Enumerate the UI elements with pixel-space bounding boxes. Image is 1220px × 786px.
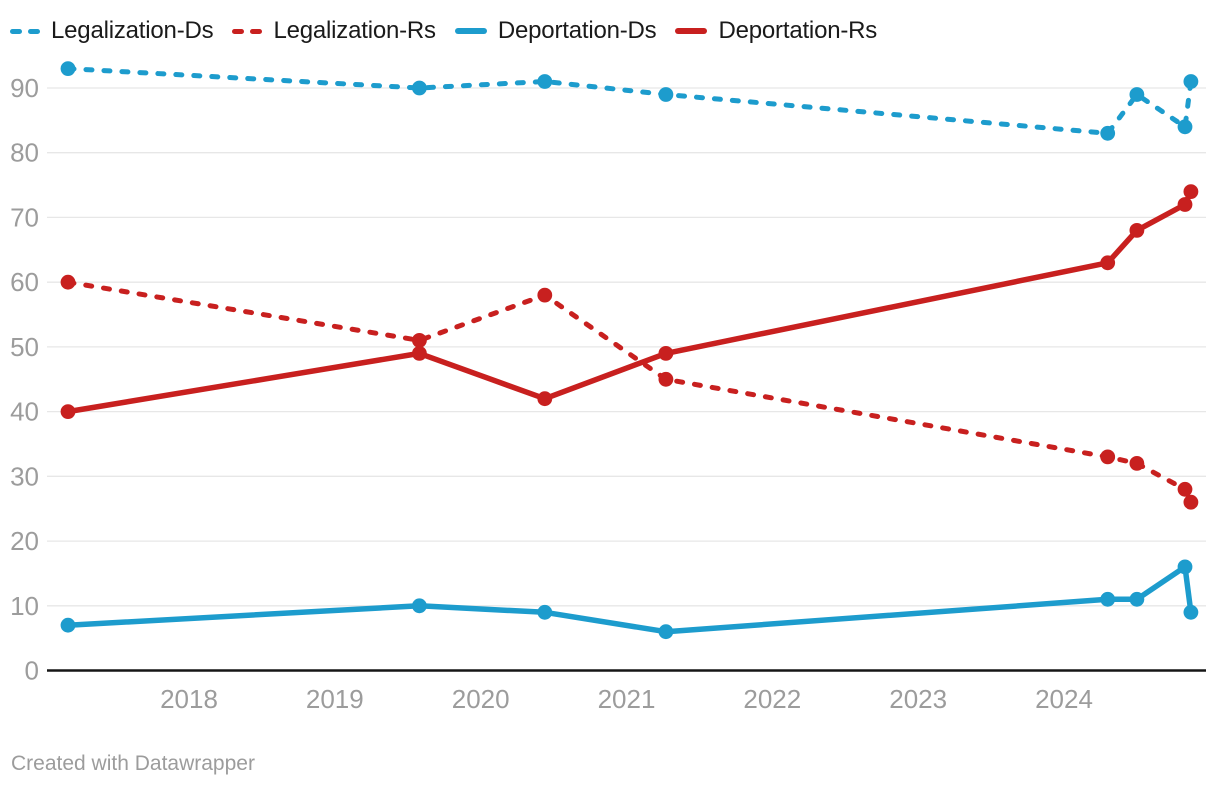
x-tick-label: 2019 [306, 684, 364, 714]
data-point [1129, 591, 1145, 607]
data-point [1177, 119, 1193, 135]
chart-footer: Created with Datawrapper [11, 752, 255, 776]
legend-label: Deportation-Rs [718, 17, 878, 44]
x-tick-label: 2018 [160, 684, 218, 714]
data-point [412, 80, 427, 96]
data-point [658, 346, 674, 361]
series-points-legalization-rs [60, 274, 1199, 510]
x-tick-label: 2020 [452, 684, 510, 714]
legend-solid-line-swatch [454, 28, 487, 34]
data-point [537, 604, 553, 620]
data-point [60, 274, 76, 290]
legend-item-legalization-ds: Legalization-Ds [10, 16, 214, 46]
series-points-deportation-rs [60, 184, 1199, 419]
y-tick-label: 90 [10, 73, 39, 103]
data-point [1129, 223, 1145, 238]
y-tick-label: 70 [10, 202, 39, 232]
y-axis-labels: 0 10 20 30 40 50 60 70 80 90 [10, 73, 39, 686]
series-line-legalization-rs [65, 279, 1194, 505]
y-gridlines [47, 87, 1206, 607]
y-tick-label: 80 [10, 138, 39, 168]
y-tick-label: 20 [10, 526, 39, 556]
data-point [1129, 456, 1145, 471]
data-point [1183, 494, 1199, 510]
legend-solid-line-swatch [675, 28, 708, 34]
legend-item-legalization-rs: Legalization-Rs [232, 16, 436, 46]
data-point [1129, 87, 1145, 102]
x-tick-label: 2023 [889, 684, 947, 714]
x-tick-label: 2021 [598, 684, 656, 714]
data-point [60, 404, 76, 419]
legend-item-deportation-rs: Deportation-Rs [675, 16, 877, 46]
data-point [1177, 559, 1193, 575]
series-line-deportation-ds [65, 564, 1194, 635]
line-chart: 0 10 20 30 40 50 60 70 80 90 2018 2019 2020 2021 2022 2… [10, 61, 1206, 714]
series-line-deportation-rs [65, 188, 1194, 415]
x-axis-labels: 2018 2019 2020 2021 2022 2023 2024 [160, 684, 1093, 714]
data-point [1100, 591, 1116, 607]
data-point [658, 624, 674, 640]
data-point [537, 287, 553, 303]
x-tick-label: 2024 [1035, 684, 1093, 714]
legend-label: Legalization-Ds [51, 17, 214, 44]
data-point [1100, 449, 1116, 465]
series-line-legalization-ds [65, 66, 1194, 136]
y-tick-label: 50 [10, 332, 39, 362]
data-point [60, 61, 76, 76]
data-point [1183, 184, 1199, 200]
data-point [412, 333, 427, 348]
y-tick-label: 0 [25, 656, 39, 686]
data-point [1183, 74, 1199, 89]
y-tick-label: 10 [10, 591, 39, 621]
legend-dashed-line-swatch [232, 28, 263, 34]
series-points-deportation-ds [60, 559, 1199, 640]
x-tick-label: 2022 [743, 684, 801, 714]
y-tick-label: 40 [10, 397, 39, 427]
data-point [412, 598, 427, 614]
data-point [1177, 481, 1193, 497]
series-points-legalization-ds [60, 61, 1199, 141]
data-point [658, 371, 674, 387]
data-point [537, 391, 553, 407]
chart-legend: Legalization-Ds Legalization-Rs Deportatio… [10, 16, 877, 46]
legend-label: Legalization-Rs [273, 17, 436, 44]
data-point [1177, 197, 1193, 212]
data-point [537, 74, 553, 89]
data-point [1100, 125, 1116, 141]
y-tick-label: 30 [10, 461, 39, 491]
data-point [1100, 255, 1116, 271]
data-point [658, 87, 674, 102]
legend-label: Deportation-Ds [497, 17, 657, 44]
y-tick-label: 60 [10, 267, 39, 297]
datawrapper-credit-link[interactable]: Created with Datawrapper [11, 752, 255, 775]
data-point [60, 617, 76, 633]
data-point [1183, 604, 1199, 620]
data-point [412, 346, 427, 361]
legend-dashed-line-swatch [10, 28, 40, 34]
legend-item-deportation-ds: Deportation-Ds [454, 16, 657, 46]
